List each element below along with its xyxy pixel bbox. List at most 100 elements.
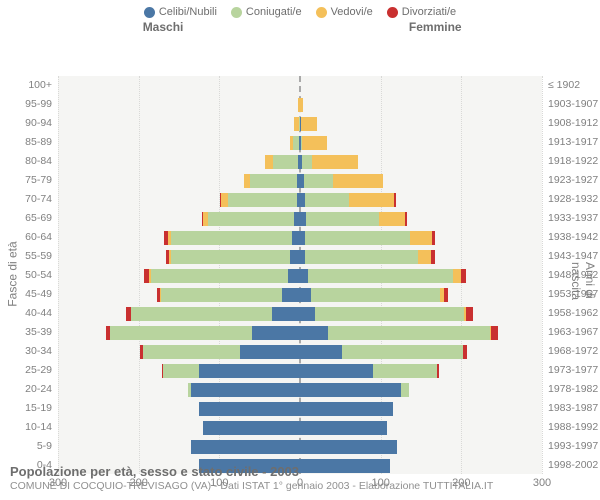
bar-segment: [171, 250, 290, 264]
bar-male: [265, 155, 300, 169]
bar-female: [300, 250, 435, 264]
gridline: [139, 76, 140, 474]
bar-segment: [405, 212, 407, 226]
bar-male: [140, 345, 300, 359]
bar-male: [106, 326, 300, 340]
birth-label: 1968-1972: [548, 345, 598, 357]
birth-label: 1958-1962: [548, 307, 598, 319]
bar-segment: [191, 440, 300, 454]
bar-male: [164, 231, 300, 245]
bar-female: [300, 269, 466, 283]
birth-label: 1903-1907: [548, 98, 598, 110]
birth-label: 1988-1992: [548, 421, 598, 433]
bar-segment: [349, 193, 393, 207]
bar-segment: [191, 383, 300, 397]
birth-label: 1933-1937: [548, 212, 598, 224]
chart-title: Popolazione per età, sesso e stato civil…: [10, 464, 493, 479]
bar-male: [290, 136, 300, 150]
gridline: [542, 76, 543, 474]
bar-segment: [199, 364, 300, 378]
bar-segment: [171, 231, 292, 245]
bar-segment: [463, 345, 467, 359]
age-label: 55-59: [0, 250, 52, 262]
legend: Celibi/NubiliConiugati/eVedovi/eDivorzia…: [0, 0, 600, 20]
birth-label: 1918-1922: [548, 155, 598, 167]
chart-footer: Popolazione per età, sesso e stato civil…: [10, 464, 493, 492]
bar-segment: [265, 155, 273, 169]
age-label: 95-99: [0, 98, 52, 110]
birth-label: 1943-1947: [548, 250, 598, 262]
gender-labels: Maschi Femmine: [0, 20, 600, 36]
bar-segment: [250, 174, 297, 188]
bar-female: [300, 345, 467, 359]
bar-male: [203, 421, 300, 435]
bar-segment: [199, 402, 300, 416]
bar-male: [144, 269, 300, 283]
legend-label: Vedovi/e: [331, 6, 373, 18]
bar-segment: [373, 364, 438, 378]
bar-segment: [300, 269, 308, 283]
bar-segment: [305, 250, 418, 264]
legend-swatch: [316, 7, 327, 18]
gridline: [58, 76, 59, 474]
bar-female: [300, 231, 435, 245]
age-label: 100+: [0, 79, 52, 91]
bar-segment: [431, 250, 436, 264]
bar-female: [300, 193, 396, 207]
bar-segment: [315, 307, 464, 321]
bar-segment: [252, 326, 300, 340]
age-label: 75-79: [0, 174, 52, 186]
age-label: 10-14: [0, 421, 52, 433]
bar-segment: [311, 288, 440, 302]
bar-segment: [203, 421, 300, 435]
bar-female: [300, 307, 473, 321]
bar-female: [300, 364, 439, 378]
bar-female: [300, 136, 327, 150]
bar-segment: [453, 269, 461, 283]
age-label: 40-44: [0, 307, 52, 319]
bar-segment: [290, 250, 300, 264]
birth-label: 1978-1982: [548, 383, 598, 395]
bar-segment: [394, 193, 396, 207]
age-label: 35-39: [0, 326, 52, 338]
age-label: 80-84: [0, 155, 52, 167]
legend-swatch: [144, 7, 155, 18]
bar-female: [300, 326, 498, 340]
bar-female: [300, 440, 397, 454]
label-maschi: Maschi: [143, 20, 184, 34]
birth-label: 1938-1942: [548, 231, 598, 243]
bar-segment: [410, 231, 433, 245]
birth-label: ≤ 1902: [548, 79, 580, 91]
bar-segment: [221, 193, 228, 207]
birth-label: 1923-1927: [548, 174, 598, 186]
birth-label: 1928-1932: [548, 193, 598, 205]
bar-segment: [110, 326, 251, 340]
bar-segment: [300, 421, 387, 435]
bar-segment: [312, 155, 358, 169]
bar-segment: [308, 269, 453, 283]
bar-segment: [300, 364, 373, 378]
bar-male: [244, 174, 300, 188]
legend-label: Celibi/Nubili: [159, 6, 217, 18]
bar-male: [199, 402, 300, 416]
bar-segment: [161, 288, 282, 302]
bar-segment: [306, 212, 379, 226]
legend-swatch: [387, 7, 398, 18]
label-femmine: Femmine: [409, 20, 462, 34]
legend-item: Celibi/Nubili: [144, 6, 217, 18]
chart-source: COMUNE DI COCQUIO-TREVISAGO (VA) - Dati …: [10, 480, 493, 492]
bar-female: [300, 288, 448, 302]
bar-segment: [300, 345, 342, 359]
age-label: 25-29: [0, 364, 52, 376]
bar-segment: [418, 250, 431, 264]
birth-label: 1963-1967: [548, 326, 598, 338]
bar-female: [300, 98, 303, 112]
age-label: 30-34: [0, 345, 52, 357]
bar-segment: [491, 326, 497, 340]
age-label: 65-69: [0, 212, 52, 224]
bar-segment: [401, 383, 409, 397]
bar-segment: [151, 269, 288, 283]
bar-segment: [342, 345, 463, 359]
birth-label: 1908-1912: [548, 117, 598, 129]
bar-male: [202, 212, 300, 226]
